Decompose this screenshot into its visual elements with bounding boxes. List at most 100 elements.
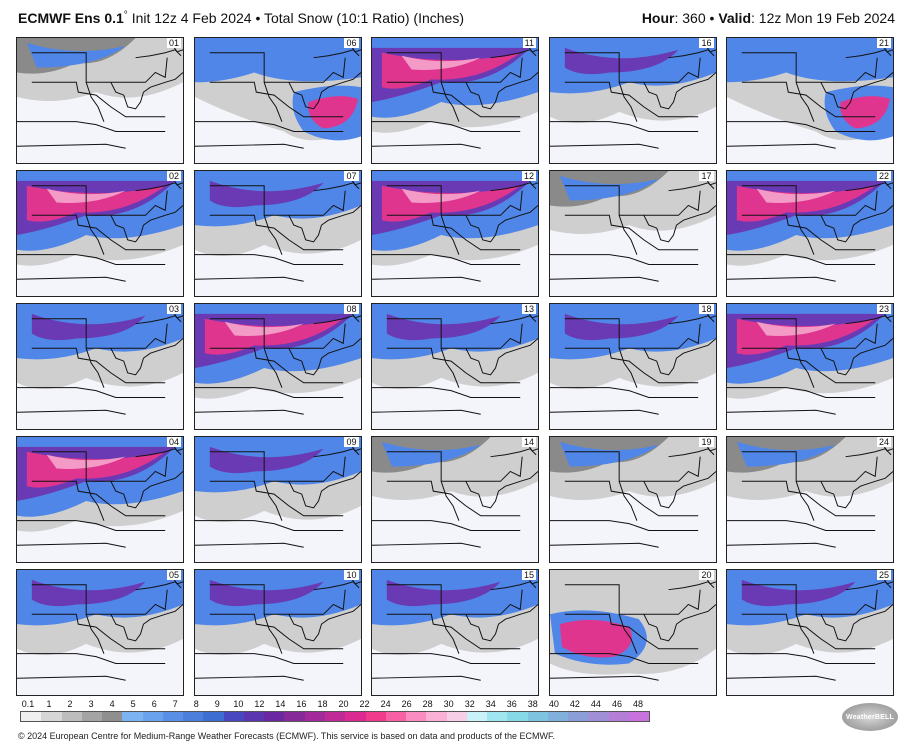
colorbar-segment	[142, 712, 163, 721]
colorbar-segment	[507, 712, 528, 721]
logo-text: WeatherBELL	[846, 713, 894, 721]
valid-value: : 12z Mon 19 Feb 2024	[751, 10, 895, 26]
colorbar-segment	[162, 712, 184, 721]
colorbar-tick-label: 40	[548, 699, 559, 709]
ensemble-member-panel: 08	[193, 303, 362, 430]
hour-label: Hour	[641, 10, 675, 26]
snowfall-map	[194, 437, 361, 562]
ensemble-member-panel: 12	[371, 170, 539, 297]
colorbar-tick-label: 28	[422, 699, 433, 709]
valid-label: Valid	[718, 10, 751, 26]
ensemble-member-panel: 13	[371, 303, 539, 430]
colorbar-segment	[365, 712, 386, 721]
ensemble-member-panel: 01	[16, 37, 184, 164]
ensemble-member-panel: 24	[726, 436, 894, 563]
colorbar-tick-label: 48	[632, 699, 644, 709]
member-number: 24	[876, 437, 891, 447]
ensemble-member-panel: 18	[548, 303, 717, 430]
colorbar-segment	[183, 712, 204, 721]
snowfall-map	[372, 38, 538, 163]
ensemble-member-panel: 06	[193, 37, 362, 164]
snowfall-map	[17, 171, 183, 296]
colorbar-segment	[61, 712, 82, 721]
colorbar-segment	[345, 712, 366, 721]
member-number: 03	[166, 304, 181, 314]
ensemble-member-panel: 22	[726, 170, 894, 297]
colorbar-tick-label: 12	[254, 699, 265, 709]
ensemble-member-panel: 20	[548, 569, 717, 696]
ensemble-member-panel: 23	[726, 303, 894, 430]
snowfall-map	[549, 171, 716, 296]
ensemble-member-panel: 03	[16, 303, 184, 430]
member-number: 21	[876, 38, 891, 48]
product-name: Total Snow (10:1 Ratio) (Inches)	[264, 10, 464, 26]
colorbar-tick-label: 3	[88, 699, 94, 709]
colorbar-tick-label: 5	[130, 699, 136, 709]
ensemble-member-panel: 11	[371, 37, 539, 164]
ensemble-member-panel: 17	[548, 170, 717, 297]
snowfall-map	[549, 304, 716, 429]
ensemble-member-panel: 10	[193, 569, 362, 696]
member-number: 12	[521, 171, 536, 181]
snowfall-map	[549, 437, 716, 562]
colorbar-segment	[385, 712, 407, 721]
snowfall-map	[372, 437, 538, 562]
degree-symbol: °	[123, 10, 128, 21]
member-number: 19	[699, 437, 714, 447]
ensemble-member-panel: 04	[16, 436, 184, 563]
colorbar-tick-label: 16	[296, 699, 307, 709]
snowfall-map	[17, 304, 183, 429]
colorbar-segment	[203, 712, 224, 721]
colorbar-tick-label: 36	[506, 699, 517, 709]
colorbar-segment	[446, 712, 467, 721]
snowfall-map	[194, 171, 361, 296]
separator: •	[709, 10, 715, 26]
member-number: 17	[699, 171, 714, 181]
footer-copyright: © 2024 European Centre for Medium-Range …	[18, 731, 556, 741]
colorbar-segment	[41, 712, 62, 721]
ensemble-member-panel: 25	[726, 569, 894, 696]
colorbar-tick-label: 0.1	[21, 699, 35, 709]
colorbar-tick-label: 30	[443, 699, 454, 709]
colorbar-segment	[628, 712, 650, 721]
snowfall-map	[727, 171, 893, 296]
colorbar-segment	[568, 712, 589, 721]
ensemble-member-panel: 15	[371, 569, 539, 696]
member-number: 20	[699, 570, 714, 580]
snowfall-map	[17, 38, 183, 163]
colorbar	[20, 711, 650, 722]
colorbar-tick-label: 22	[359, 699, 370, 709]
colorbar-segment	[304, 712, 325, 721]
colorbar-tick-label: 20	[338, 699, 349, 709]
colorbar-segment	[81, 712, 103, 721]
colorbar-segment	[223, 712, 244, 721]
weatherbell-logo: WeatherBELL	[842, 703, 898, 731]
ensemble-member-panel: 19	[548, 436, 717, 563]
model-name: ECMWF Ens 0.1	[18, 10, 124, 26]
member-number: 02	[166, 171, 181, 181]
colorbar-segment	[122, 712, 143, 721]
init-time: Init 12z 4 Feb 2024	[131, 10, 252, 26]
snowfall-map	[17, 437, 183, 562]
snowfall-map	[549, 38, 716, 163]
colorbar-tick-label: 7	[172, 699, 178, 709]
snowfall-map	[17, 570, 183, 695]
ensemble-panel-grid: 01 06 11 16 21 02 07 12 17 22 03 08 13 18 23 04 09 14 19 24…	[16, 37, 894, 696]
colorbar-segment	[243, 712, 265, 721]
colorbar-tick-label: 2	[67, 699, 73, 709]
ensemble-member-panel: 05	[16, 569, 184, 696]
colorbar-segment	[284, 712, 305, 721]
colorbar-tick-label: 24	[380, 699, 391, 709]
snowfall-map	[727, 38, 893, 163]
ensemble-member-panel: 16	[548, 37, 717, 164]
colorbar-tick-label: 8	[193, 699, 199, 709]
colorbar-segment	[547, 712, 569, 721]
snowfall-map	[372, 570, 538, 695]
member-number: 08	[344, 304, 359, 314]
colorbar-tick-label: 34	[485, 699, 496, 709]
colorbar-tick-label: 46	[611, 699, 622, 709]
member-number: 14	[521, 437, 536, 447]
colorbar-segment	[324, 712, 346, 721]
member-number: 15	[521, 570, 536, 580]
hour-value: : 360	[674, 10, 706, 26]
